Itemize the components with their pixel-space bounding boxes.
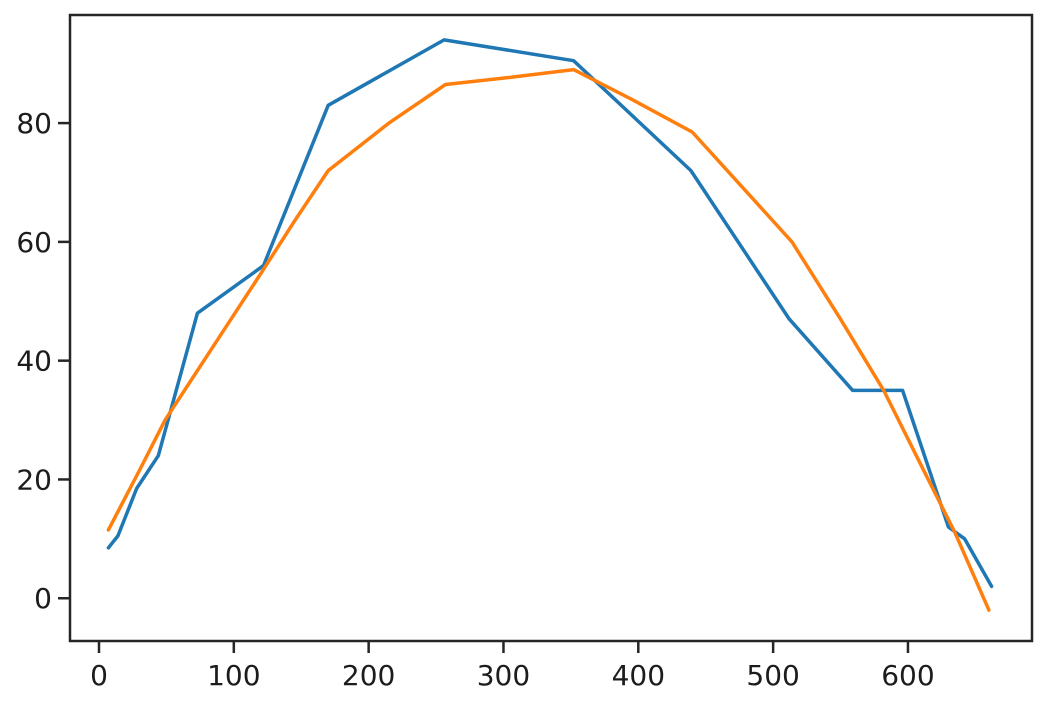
- y-axis-tick-label: 80: [16, 107, 52, 140]
- x-axis-tick-label: 200: [342, 659, 395, 692]
- x-axis-tick-label: 600: [881, 659, 934, 692]
- blue-jagged-series-line: [106, 38, 994, 589]
- x-axis-tick-label: 500: [746, 659, 799, 692]
- x-axis-tick-label: 100: [207, 659, 260, 692]
- y-axis-tick-label: 60: [16, 226, 52, 259]
- orange-smooth-series-line: [106, 67, 991, 612]
- plot-border: [68, 13, 1034, 643]
- series-layer: [106, 38, 994, 612]
- x-axis-tick-label: 300: [477, 659, 530, 692]
- x-axis-tick-label: 0: [90, 659, 108, 692]
- x-axis-tick-label: 400: [612, 659, 665, 692]
- axes-layer: 0 100 200 300 400 500 600 0 20 40 60 80: [16, 13, 1034, 692]
- y-axis-tick-label: 0: [34, 582, 52, 615]
- y-axis-tick-label: 20: [16, 463, 52, 496]
- y-axis-tick-label: 40: [16, 345, 52, 378]
